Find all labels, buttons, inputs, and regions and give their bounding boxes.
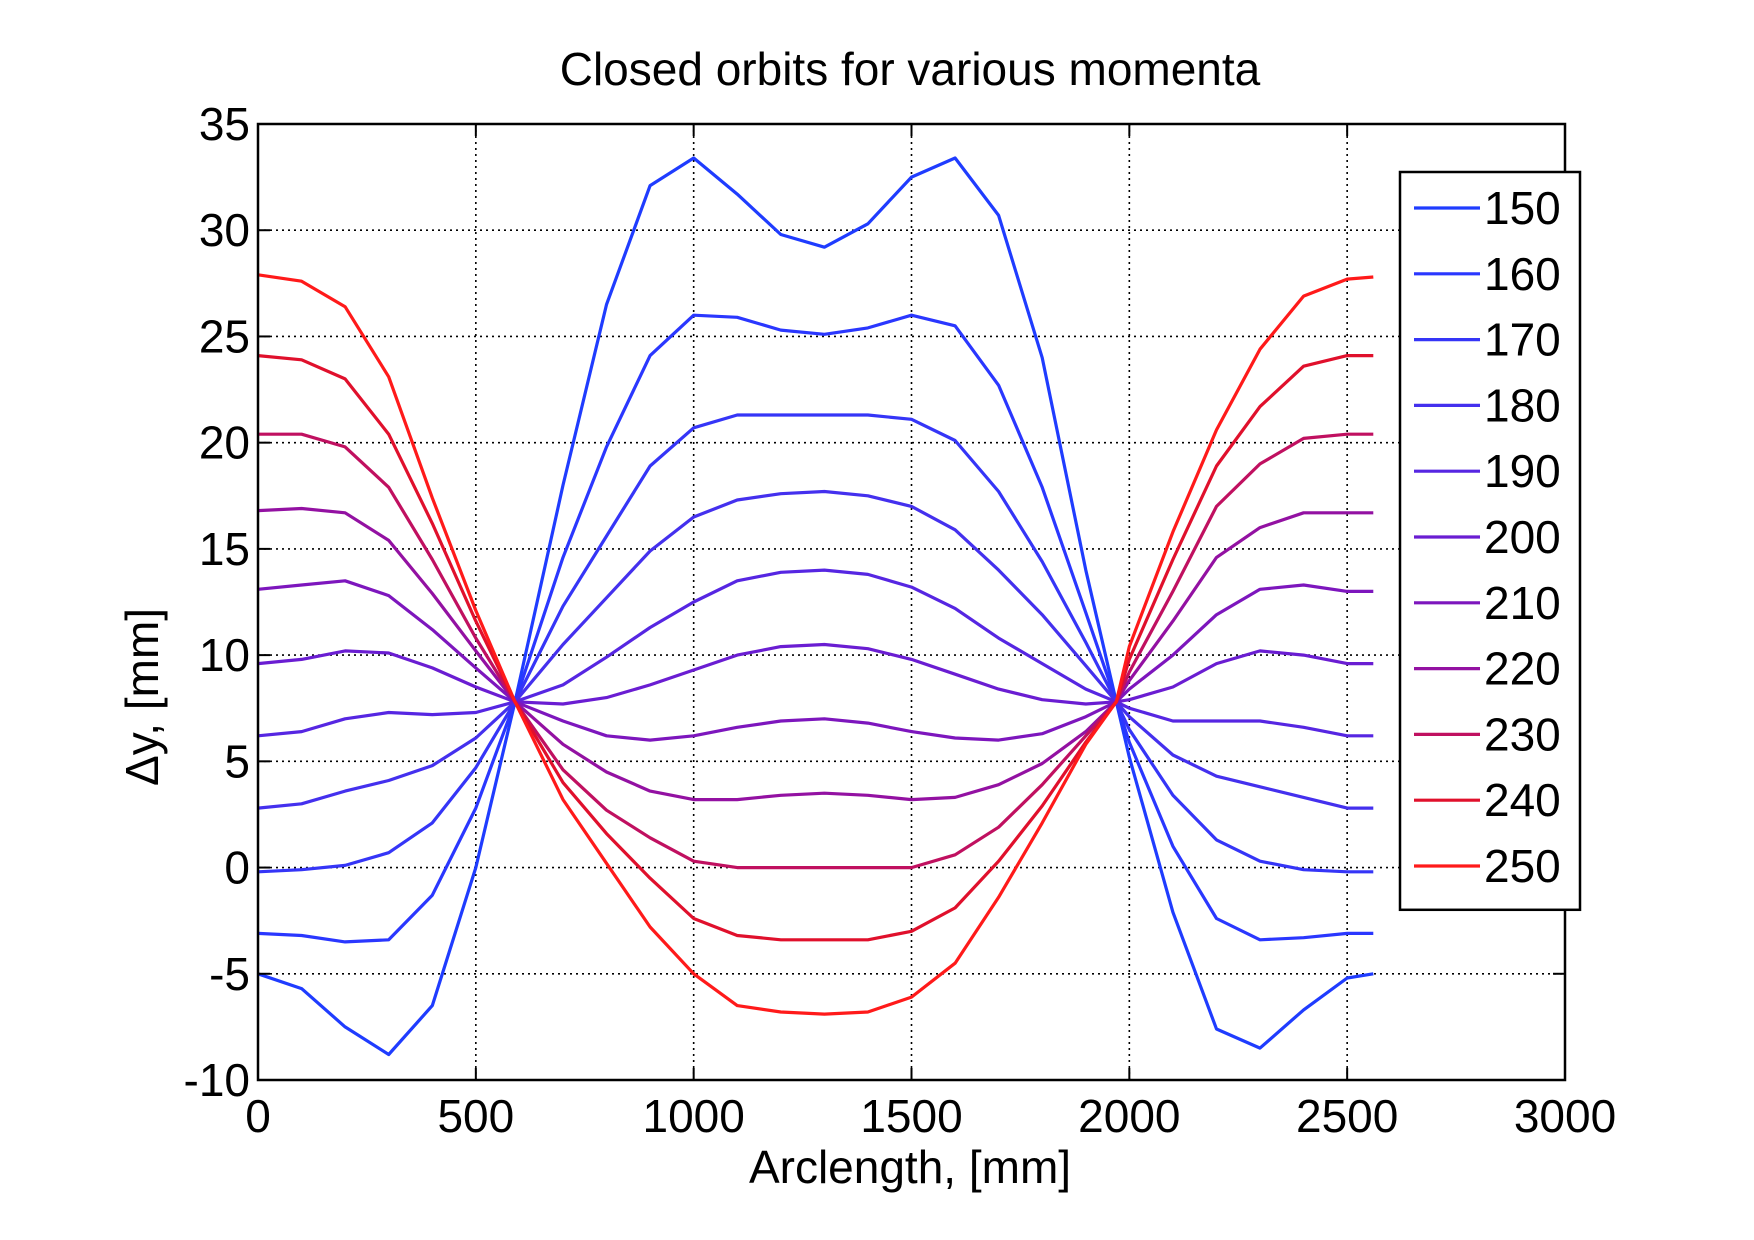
- legend-label-150: 150: [1484, 182, 1561, 234]
- y-tick-label: 30: [199, 204, 250, 256]
- series-line-180: [257, 489, 1374, 810]
- y-tick-label: -5: [209, 948, 250, 1000]
- legend-label-210: 210: [1484, 577, 1561, 629]
- y-tick-label: 25: [199, 310, 250, 362]
- legend: 150 160 170 180 190 200 210 220 230 240 250: [1398, 170, 1582, 912]
- legend-label-250: 250: [1484, 840, 1561, 892]
- x-tick-label: 3000: [1514, 1090, 1616, 1142]
- y-tick-label: 0: [224, 842, 250, 894]
- series-line-230: [258, 432, 1374, 870]
- legend-label-170: 170: [1484, 314, 1561, 366]
- legend-label-200: 200: [1484, 511, 1561, 563]
- y-tick-label: 20: [199, 417, 250, 469]
- legend-label-220: 220: [1484, 643, 1561, 695]
- legend-label-230: 230: [1484, 708, 1561, 760]
- y-tick-label: 15: [199, 523, 250, 575]
- series-line-160: [257, 313, 1374, 944]
- series-line-240: [257, 354, 1374, 942]
- series-line-170: [257, 413, 1374, 874]
- legend-label-160: 160: [1484, 248, 1561, 300]
- y-axis-label: Δy, [mm]: [116, 608, 168, 786]
- series-line-190: [257, 568, 1374, 738]
- x-tick-label: 2000: [1078, 1090, 1180, 1142]
- legend-label-190: 190: [1484, 445, 1561, 497]
- y-tick-label: 10: [199, 629, 250, 681]
- series-line-200: [257, 642, 1374, 706]
- axes: 0 500 1000 1500 2000 2500 3000 -10 -5 0 5 10 15 20 25 3…: [184, 98, 1617, 1142]
- x-tick-label: 500: [437, 1090, 514, 1142]
- legend-label-180: 180: [1484, 379, 1561, 431]
- x-tick-label: 1500: [860, 1090, 962, 1142]
- legend-label-240: 240: [1484, 774, 1561, 826]
- y-tick-label: 5: [224, 735, 250, 787]
- x-axis-label: Arclength, [mm]: [749, 1141, 1071, 1193]
- series-line-220: [257, 506, 1374, 802]
- series-line-150: [257, 156, 1374, 1057]
- x-tick-label: 2500: [1296, 1090, 1398, 1142]
- y-tick-label: -10: [184, 1054, 250, 1106]
- series-line-210: [257, 579, 1374, 742]
- series-lines: [257, 156, 1374, 1057]
- x-tick-label: 1000: [642, 1090, 744, 1142]
- series-line-250: [257, 273, 1374, 1016]
- chart-title: Closed orbits for various momenta: [560, 43, 1261, 95]
- x-tick-label: 0: [245, 1090, 271, 1142]
- legend-box: [1398, 170, 1582, 912]
- y-tick-label: 35: [199, 98, 250, 150]
